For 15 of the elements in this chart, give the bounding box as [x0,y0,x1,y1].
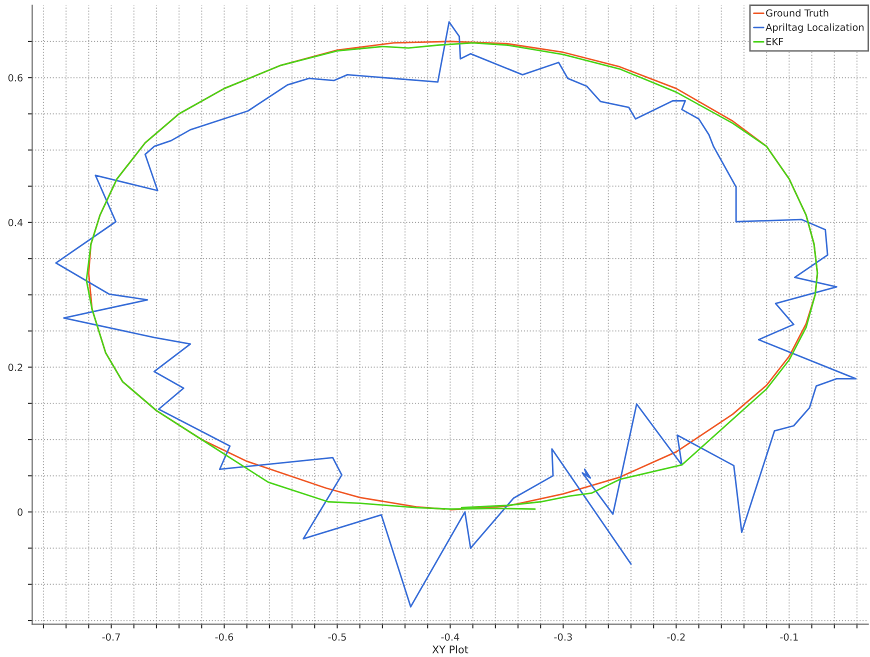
y-tick-label: 0.2 [8,364,22,372]
x-axis-title: XY Plot [432,645,468,654]
y-tick-label: 0 [18,508,23,516]
legend-label: Ground Truth [766,9,828,17]
x-tick-label: -0.3 [554,633,572,641]
x-tick-label: -0.4 [441,633,460,641]
y-tick-label: 0.4 [8,218,23,226]
legend-label: Apriltag Localization [766,23,864,33]
x-tick-label: -0.2 [667,633,685,641]
x-tick-label: -0.6 [215,633,234,641]
y-tick-label: 0.6 [8,74,23,82]
x-tick-label: -0.5 [328,633,346,641]
x-tick-label: -0.7 [102,633,120,641]
x-tick-label: -0.1 [780,633,798,641]
legend-label: EKF [766,38,784,46]
